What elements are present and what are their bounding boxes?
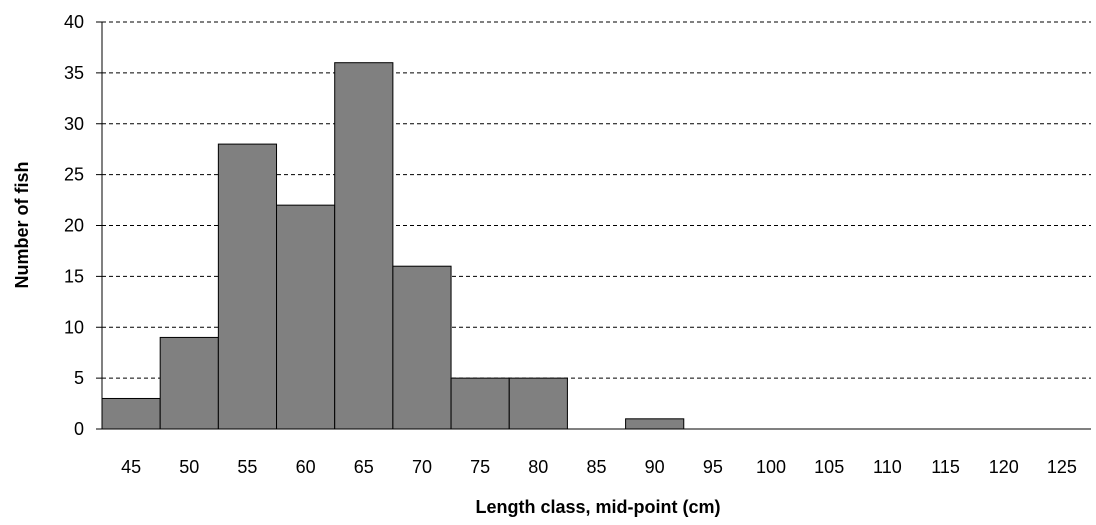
y-tick-label: 15 [64,266,84,286]
x-tick-label: 70 [412,457,432,477]
bar-50 [159,336,219,430]
x-tick-label: 55 [237,457,257,477]
x-tick-labels: 45 50 55 60 65 70 75 80 85 90 95 100 105 110 115 120 125 [121,457,1077,477]
x-tick-label: 100 [756,457,786,477]
x-tick-label: 95 [703,457,723,477]
bar-75 [450,377,510,430]
x-tick-label: 90 [645,457,665,477]
y-tick-labels: 0 5 10 15 20 25 30 35 40 [64,12,102,439]
bar-60 [276,204,336,430]
y-tick-label: 10 [64,317,84,337]
bar-70 [392,265,452,430]
bars [101,62,685,430]
x-tick-label: 65 [354,457,374,477]
y-tick-label: 20 [64,216,84,236]
bar-45 [101,397,161,430]
bar-55 [217,143,278,430]
x-tick-label: 45 [121,457,141,477]
bar-90 [625,418,685,430]
x-axis-title: Length class, mid-point (cm) [475,497,720,517]
y-tick-label: 5 [74,368,84,388]
x-tick-label: 80 [528,457,548,477]
y-tick-label: 35 [64,63,84,83]
x-tick-label: 120 [989,457,1019,477]
x-tick-label: 115 [931,457,960,477]
x-tick-label: 85 [586,457,606,477]
x-tick-label: 110 [873,457,902,477]
y-tick-label: 40 [64,12,84,32]
x-tick-label: 105 [814,457,844,477]
bar-65 [334,62,394,430]
y-tick-label: 30 [64,114,84,134]
x-tick-label: 50 [179,457,199,477]
y-tick-label: 25 [64,165,84,185]
x-tick-label: 125 [1047,457,1077,477]
x-tick-label: 60 [296,457,316,477]
x-tick-label: 75 [470,457,490,477]
y-axis-title: Number of fish [12,161,32,288]
y-tick-label: 0 [74,419,84,439]
bar-80 [508,377,568,430]
